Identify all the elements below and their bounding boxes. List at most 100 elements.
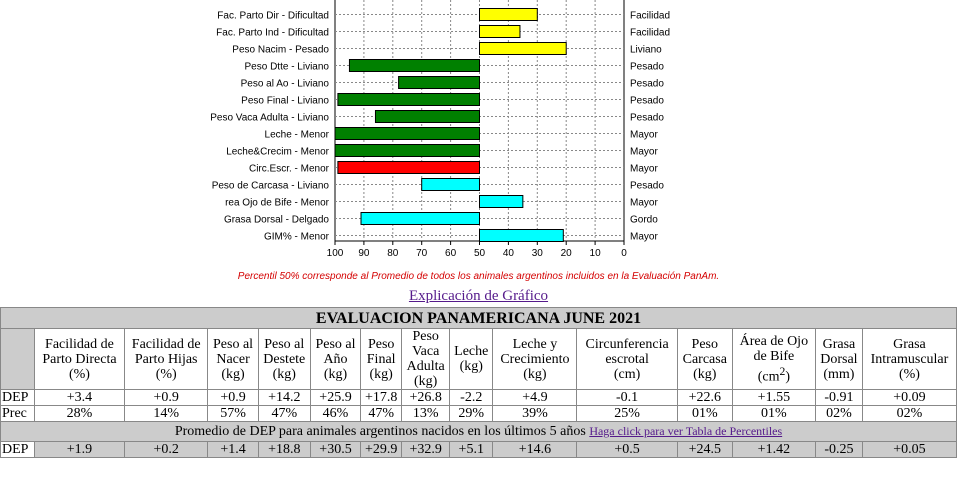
promedio-cell: Promedio de DEP para animales argentinos… <box>0 421 957 442</box>
prec-cell: 47% <box>257 405 311 422</box>
row-right-label: Liviano <box>630 45 662 56</box>
bar-8 <box>334 144 480 157</box>
dep-cell: +25.9 <box>309 389 362 406</box>
dep-cell: +4.9 <box>492 389 578 406</box>
header-row: Facilidad de Parto Directa (%) Facilidad de… <box>0 328 957 390</box>
promedio-dep-cell: +0.05 <box>861 441 957 458</box>
dep-cell: +1.55 <box>731 389 816 406</box>
x-tick-label: 70 <box>416 248 428 259</box>
bar-0 <box>479 8 538 21</box>
bar-9 <box>337 161 481 174</box>
promedio-dep-cell: +5.1 <box>449 441 494 458</box>
dep-cell: +17.8 <box>360 389 403 406</box>
dep-cell: +0.09 <box>861 389 957 406</box>
bar-1 <box>479 25 521 38</box>
bar-13 <box>479 229 564 242</box>
prec-cell: 57% <box>207 405 259 422</box>
row-right-label: Mayor <box>630 198 658 209</box>
header-cell: Facilidad de Parto Directa (%) <box>34 328 125 390</box>
promedio-dep-cell: +14.6 <box>492 441 578 458</box>
promedio-dep-cell: +1.42 <box>731 441 816 458</box>
row-label: Leche - Menor <box>265 130 330 141</box>
percentile-table-link[interactable]: Haga click para ver Tabla de Percentiles <box>589 424 783 438</box>
row-label: Peso Nacim - Pesado <box>232 45 329 56</box>
row-right-label: Pesado <box>630 181 664 192</box>
promedio-dep-cell: +18.8 <box>257 441 311 458</box>
promedio-dep-row: DEP +1.9 +0.2 +1.4 +18.8 +30.5 +29.9 +32.9 +5.1… <box>0 441 957 458</box>
prec-cell: 25% <box>576 405 678 422</box>
prec-cell: 29% <box>449 405 494 422</box>
prec-cell: 46% <box>309 405 362 422</box>
dep-cell: +22.6 <box>676 389 733 406</box>
bar-12 <box>360 212 481 225</box>
header-cell: Área de Ojo de Bife (cm2) <box>731 328 816 390</box>
row-label: Fac. Parto Ind - Dificultad <box>216 28 329 39</box>
row-label: Peso al Ao - Liviano <box>241 79 330 90</box>
promedio-dep-cell: +24.5 <box>676 441 733 458</box>
row-right-label: Pesado <box>630 79 664 90</box>
promedio-dep-cell: +29.9 <box>360 441 403 458</box>
row-label: Peso de Carcasa - Liviano <box>212 181 330 192</box>
x-tick-label: 100 <box>327 248 344 259</box>
row-right-label: Mayor <box>630 147 658 158</box>
header-cell: Peso al Nacer (kg) <box>207 328 259 390</box>
dep-cell: +0.9 <box>207 389 259 406</box>
header-cell: Leche (kg) <box>449 328 494 390</box>
header-cell: Peso al Año (kg) <box>309 328 362 390</box>
promedio-dep-cell: +1.9 <box>34 441 125 458</box>
percentile-note: Percentil 50% corresponde al Promedio de… <box>237 271 720 282</box>
x-tick-label: 30 <box>532 248 544 259</box>
header-cell: Grasa Dorsal (mm) <box>814 328 863 390</box>
promedio-dep-cell: +0.2 <box>123 441 209 458</box>
prec-cell: 01% <box>676 405 733 422</box>
row-right-label: Mayor <box>630 130 658 141</box>
prec-cell: 14% <box>123 405 209 422</box>
bar-3 <box>348 59 481 72</box>
promedio-text: Promedio de DEP para animales argentinos… <box>174 424 586 439</box>
table-title: EVALUACION PANAMERICANA JUNE 2021 <box>0 307 957 329</box>
x-tick-label: 10 <box>590 248 602 259</box>
row-label: rea Ojo de Bife - Menor <box>225 198 330 209</box>
prec-cell: 02% <box>861 405 957 422</box>
x-tick-label: 60 <box>445 248 457 259</box>
x-tick-label: 90 <box>358 248 370 259</box>
dep-cell: -2.2 <box>449 389 494 406</box>
x-tick-label: 40 <box>503 248 515 259</box>
promedio-dep-cell: +30.5 <box>309 441 362 458</box>
prec-cell: 13% <box>401 405 451 422</box>
bar-5 <box>337 93 481 106</box>
dep-cell: -0.1 <box>576 389 678 406</box>
prec-cell: 02% <box>814 405 863 422</box>
bar-6 <box>374 110 480 123</box>
x-tick-label: 80 <box>387 248 399 259</box>
dep-label: DEP <box>0 389 35 406</box>
row-right-label: Pesado <box>630 62 664 73</box>
dep-row: DEP +3.4 +0.9 +0.9 +14.2 +25.9 +17.8 +26.8 -2.2… <box>0 389 957 406</box>
header-cell: Peso Final (kg) <box>360 328 403 390</box>
dep-cell: +26.8 <box>401 389 451 406</box>
promedio-row: Promedio de DEP para animales argentinos… <box>0 421 957 442</box>
dep-cell: +0.9 <box>123 389 209 406</box>
row-right-label: Gordo <box>630 215 658 226</box>
prec-cell: 39% <box>492 405 578 422</box>
dep-cell: -0.91 <box>814 389 863 406</box>
bar-10 <box>421 178 481 191</box>
row-label: Grasa Dorsal - Delgado <box>224 215 329 226</box>
x-tick-label: 50 <box>474 248 486 259</box>
row-right-label: Mayor <box>630 164 658 175</box>
prec-label: Prec <box>0 405 35 422</box>
x-tick-label: 20 <box>561 248 573 259</box>
row-label: Circ.Escr. - Menor <box>249 164 330 175</box>
row-label: Peso Dtte - Liviano <box>245 62 330 73</box>
prec-cell: 01% <box>731 405 816 422</box>
bar-2 <box>479 42 567 55</box>
dep-cell: +3.4 <box>34 389 125 406</box>
evaluation-table: EVALUACION PANAMERICANA JUNE 2021 Facili… <box>0 307 957 458</box>
row-right-label: Pesado <box>630 96 664 107</box>
explicacion-grafico-link[interactable]: Explicación de Gráfico <box>408 288 549 304</box>
promedio-dep-cell: +0.5 <box>576 441 678 458</box>
header-cell: Peso Carcasa (kg) <box>676 328 733 390</box>
row-label: Leche&Crecim - Menor <box>226 147 329 158</box>
header-cell: Peso Vaca Adulta (kg) <box>401 328 451 390</box>
x-tick-label: 0 <box>621 248 627 259</box>
